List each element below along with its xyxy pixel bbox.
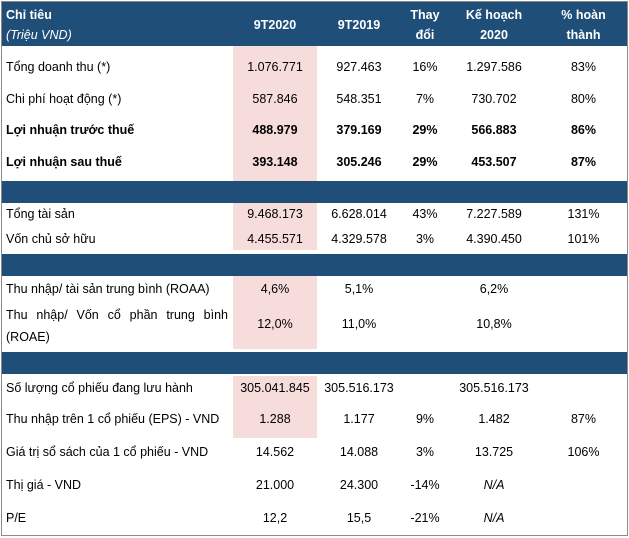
value-pct: 83% (570, 60, 597, 74)
value-9t2019: 11,0% (341, 317, 377, 331)
value-plan: 6,2% (479, 282, 509, 296)
row-label: Thu nhập/ Vốn cổ phần trung bình (ROAE) (6, 308, 228, 344)
value-pct: 101% (567, 232, 600, 246)
value-9t2020: 21.000 (255, 478, 295, 492)
highlight-9t2020-sec1 (233, 46, 317, 181)
value-plan: N/A (483, 478, 505, 492)
value-change: 16% (412, 60, 438, 74)
row-label: Chi phí hoạt động (*) (6, 92, 122, 106)
value-9t2020: 587.846 (252, 92, 298, 106)
row-label: Số lượng cổ phiếu đang lưu hành (6, 381, 193, 395)
value-9t2020: 1.288 (259, 412, 291, 426)
value-9t2019: 305.246 (336, 155, 382, 169)
header-change-1: Thay (410, 8, 440, 22)
value-9t2020: 14.562 (255, 445, 295, 459)
header-change-2: đổi (415, 28, 435, 42)
value-9t2020: 9.468.173 (247, 207, 303, 221)
table-header (1, 1, 628, 46)
section-divider (1, 254, 628, 276)
header-9t2020: 9T2020 (253, 18, 297, 32)
value-pct: 106% (567, 445, 600, 459)
header-plan-1: Kế hoạch (465, 8, 523, 22)
value-plan: 10,8% (476, 317, 512, 331)
value-change: 3% (415, 445, 435, 459)
value-9t2019: 24.300 (339, 478, 379, 492)
value-9t2019: 6.628.014 (331, 207, 387, 221)
value-9t2019: 379.169 (336, 123, 382, 137)
value-pct: 86% (570, 123, 597, 137)
value-plan: 13.725 (474, 445, 514, 459)
value-pct: 80% (570, 92, 597, 106)
value-9t2020: 305.041.845 (240, 381, 310, 395)
value-plan: 1.482 (478, 412, 510, 426)
header-pct-2: thành (566, 28, 601, 42)
row-label: Thu nhập/ tài sản trung bình (ROAA) (6, 282, 210, 296)
highlight-9t2020-sec2 (233, 203, 317, 250)
row-label: Lợi nhuận sau thuế (6, 155, 122, 169)
value-change: 3% (415, 232, 435, 246)
row-label: Lợi nhuận trước thuế (6, 123, 135, 137)
value-plan: 566.883 (471, 123, 517, 137)
value-change: 7% (415, 92, 435, 106)
value-plan: 305.516.173 (459, 381, 529, 395)
value-9t2020: 488.979 (252, 123, 298, 137)
section-divider (1, 352, 628, 374)
value-9t2019: 927.463 (336, 60, 382, 74)
value-pct: 87% (570, 412, 597, 426)
value-9t2020: 12,2 (262, 511, 288, 525)
value-9t2019: 305.516.173 (324, 381, 394, 395)
value-9t2019: 5,1% (344, 282, 374, 296)
value-change: 9% (415, 412, 435, 426)
value-9t2019: 1.177 (343, 412, 375, 426)
value-change: 43% (412, 207, 438, 221)
header-plan-2: 2020 (480, 28, 508, 42)
value-9t2020: 393.148 (252, 155, 298, 169)
value-9t2020: 12,0% (257, 317, 293, 331)
value-change: 29% (412, 155, 438, 169)
header-9t2019: 9T2019 (337, 18, 381, 32)
value-9t2019: 14.088 (339, 445, 379, 459)
row-label: P/E (6, 511, 27, 525)
row-label: Vốn chủ sở hữu (6, 232, 96, 246)
value-pct: 131% (567, 207, 600, 221)
section-divider (1, 181, 628, 203)
value-plan: N/A (483, 511, 505, 525)
value-9t2020: 4.455.571 (247, 232, 303, 246)
header-indicator: Chỉ tiêu (6, 8, 52, 22)
value-9t2020: 1.076.771 (247, 60, 303, 74)
header-unit: (Triệu VND) (6, 28, 72, 42)
value-plan: 7.227.589 (466, 207, 522, 221)
value-change: 29% (412, 123, 438, 137)
value-9t2020: 4,6% (260, 282, 290, 296)
value-plan: 453.507 (471, 155, 517, 169)
value-plan: 4.390.450 (466, 232, 522, 246)
row-label: Thu nhập trên 1 cổ phiếu (EPS) - VND (6, 412, 220, 426)
value-change: -21% (410, 511, 440, 525)
value-change: -14% (410, 478, 440, 492)
value-plan: 730.702 (471, 92, 517, 106)
row-label: Thị giá - VND (6, 478, 82, 492)
row-label: Tổng tài sản (6, 207, 75, 221)
header-pct-1: % hoàn (561, 8, 606, 22)
value-pct: 87% (570, 155, 597, 169)
highlight-9t2020-sec3 (233, 276, 317, 349)
value-9t2019: 4.329.578 (331, 232, 387, 246)
row-label: Tổng doanh thu (*) (6, 60, 111, 74)
value-9t2019: 548.351 (336, 92, 382, 106)
value-plan: 1.297.586 (466, 60, 522, 74)
highlight-9t2020-sec4 (233, 376, 317, 438)
value-9t2019: 15,5 (346, 511, 372, 525)
row-label: Giá trị sổ sách của 1 cổ phiếu - VND (6, 445, 209, 459)
